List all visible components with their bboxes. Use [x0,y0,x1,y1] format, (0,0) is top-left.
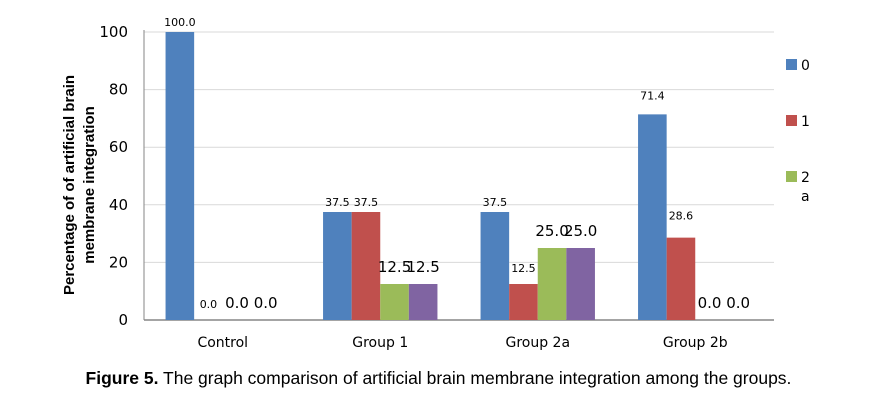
bar [408,284,438,320]
data-label: 71.4 [640,89,665,102]
data-label: 25.0 [564,222,597,240]
bar [666,237,696,320]
bar [509,284,538,320]
y-axis-label-line2: membrane integration [81,106,98,264]
legend-swatch [786,59,797,70]
bar [380,284,409,320]
data-label: 25.0 [535,222,568,240]
data-label: 0.0 [726,294,750,312]
y-tick-label: 80 [109,81,128,99]
data-label: 37.5 [354,196,379,209]
x-category-label: Control [197,335,248,351]
legend-label-cont: a [801,189,810,205]
y-tick-label: 40 [109,196,128,214]
y-tick-label: 20 [109,253,128,271]
data-label: 0.0 [200,298,218,311]
x-category-label: Group 2b [663,335,728,351]
y-tick-label: 0 [118,311,128,329]
legend-label: 0 [801,58,810,74]
bar [566,248,595,320]
caption-prefix: Figure 5. [85,368,159,388]
bar [323,212,352,320]
data-label: 100.0 [164,16,196,29]
bar [480,212,510,320]
y-tick-label: 60 [109,138,128,156]
legend: 0 1 2 a [786,58,810,205]
figure-caption: Figure 5. The graph comparison of artifi… [0,368,877,389]
caption-text: The graph comparison of artificial brain… [158,368,792,388]
data-label: 12.5 [511,262,536,275]
bar [638,114,667,320]
bar [351,212,381,320]
data-label: 0.0 [698,294,722,312]
data-label: 37.5 [325,196,350,209]
x-category-label: Group 1 [352,335,408,351]
data-label: 28.6 [669,210,694,223]
data-label: 12.5 [406,258,439,276]
legend-label: 1 [801,114,810,130]
y-tick-label: 100 [99,23,128,41]
bar [165,32,195,320]
legend-swatch [786,171,797,182]
bar-chart: 100.00.0 0.0 0.037.5 37.512.512.537.512.525… [61,16,810,351]
data-label: 0.0 [254,294,278,312]
bar [537,248,567,320]
legend-swatch [786,115,797,126]
legend-label: 2 [801,170,810,186]
data-label: 37.5 [483,196,508,209]
data-label: 12.5 [378,258,411,276]
data-label: 0.0 [225,294,249,312]
y-axis-label-line1: Percentage of of artificial brain [61,75,78,295]
x-category-label: Group 2a [505,335,570,351]
